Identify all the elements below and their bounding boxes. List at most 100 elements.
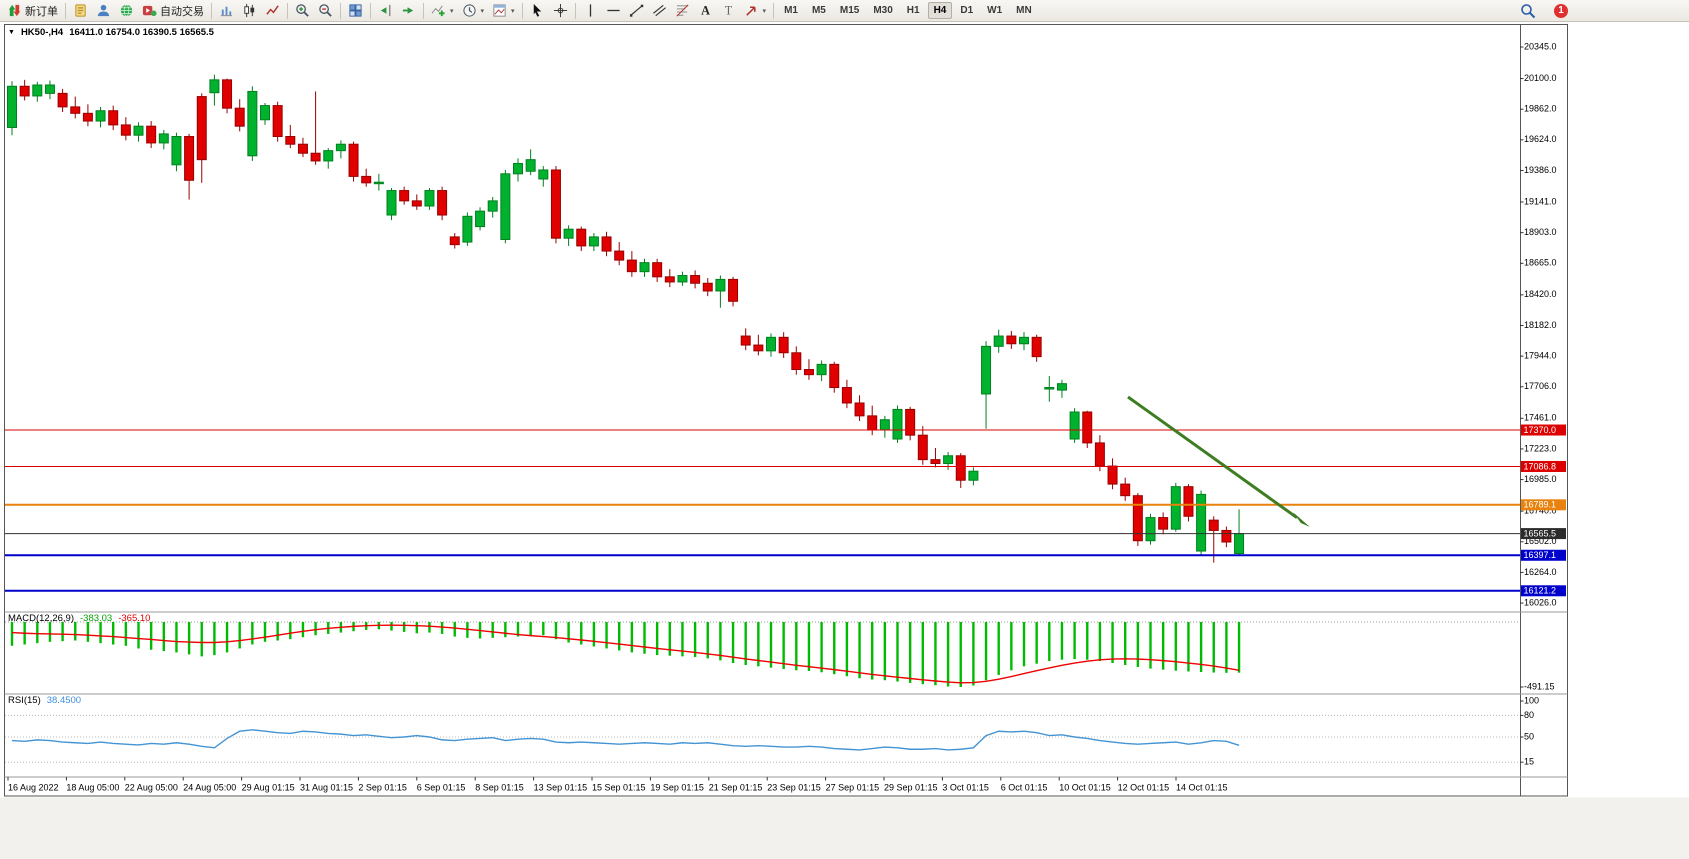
svg-text:18665.0: 18665.0 — [1524, 258, 1557, 268]
timeframe-m1-button[interactable]: M1 — [784, 5, 798, 16]
chevron-down-icon[interactable]: ▾ — [450, 7, 454, 15]
toolbar-separator — [65, 2, 66, 19]
svg-text:23 Sep 01:15: 23 Sep 01:15 — [767, 782, 821, 792]
templates-button[interactable]: ▾ — [488, 0, 519, 21]
time-axis[interactable]: 16 Aug 2022 18 Aug 05:00 22 Aug 05:00 24 Au… — [7, 777, 1228, 792]
svg-text:19386.0: 19386.0 — [1524, 165, 1557, 175]
timeframe-h4-button[interactable]: H4 — [927, 2, 953, 19]
label-button[interactable]: T — [717, 0, 740, 21]
chevron-down-icon[interactable]: ▾ — [480, 7, 485, 15]
periods-button[interactable]: ▾ — [458, 0, 489, 21]
search-button[interactable] — [1516, 0, 1540, 21]
svg-text:17706.0: 17706.0 — [1524, 381, 1557, 391]
horizontal-line-button[interactable] — [602, 0, 625, 21]
text-button[interactable]: A — [694, 0, 717, 21]
autotrading-icon — [142, 3, 157, 18]
svg-text:16397.1: 16397.1 — [1524, 550, 1557, 560]
timeframe-m30-button[interactable]: M30 — [873, 5, 893, 16]
toolbar-separator — [521, 2, 523, 19]
cursor-icon — [530, 3, 545, 18]
arrows-button[interactable]: ▾ — [740, 0, 771, 21]
timeframe-m5-button[interactable]: M5 — [811, 5, 826, 16]
tile-windows-icon — [348, 3, 363, 18]
add-indicator-icon — [431, 3, 446, 18]
fibonacci-icon — [675, 3, 690, 18]
new-order-icon — [7, 3, 22, 18]
text-icon: A — [698, 3, 713, 18]
toolbar-separator — [287, 2, 288, 19]
bar-chart-button[interactable] — [215, 0, 238, 21]
svg-text:20345.0: 20345.0 — [1524, 41, 1557, 51]
chevron-down-icon[interactable]: ▾ — [762, 7, 767, 15]
tile-windows-button[interactable] — [344, 0, 367, 21]
chart-shift-button[interactable] — [374, 0, 397, 21]
window-bottom-margin — [0, 797, 1689, 859]
clock-icon — [462, 3, 477, 18]
toolbar-separator — [340, 2, 341, 19]
timeframe-h1-button[interactable]: H1 — [906, 5, 920, 16]
zoom-out-button[interactable] — [314, 0, 337, 21]
crosshair-button[interactable] — [549, 0, 572, 21]
svg-text:21 Sep 01:15: 21 Sep 01:15 — [709, 782, 763, 792]
zoom-in-button[interactable] — [291, 0, 314, 21]
horizontal-lines[interactable]: 17370.0 17086.8 16789.1 16397.1 16121.2 16565… — [5, 424, 1566, 597]
macd-name: MACD(12,26,9) — [8, 613, 74, 624]
svg-text:17461.0: 17461.0 — [1524, 413, 1557, 423]
crosshair-icon — [553, 3, 568, 18]
community-button[interactable] — [115, 0, 138, 21]
line-chart-icon — [265, 3, 280, 18]
svg-text:17370.0: 17370.0 — [1524, 425, 1557, 435]
svg-text:27 Sep 01:15: 27 Sep 01:15 — [826, 782, 880, 792]
chevron-down-icon[interactable]: ▾ — [511, 7, 515, 15]
rsi-value: 38.4500 — [46, 695, 82, 706]
new-order-button[interactable]: 新订单 — [3, 0, 62, 21]
timeframe-d1-button[interactable]: D1 — [960, 5, 974, 16]
timeframe-mn-button[interactable]: MN — [1016, 5, 1032, 16]
timeframe-w1-button[interactable]: W1 — [987, 5, 1003, 16]
svg-text:10 Oct 01:15: 10 Oct 01:15 — [1059, 782, 1111, 792]
svg-text:29 Sep 01:15: 29 Sep 01:15 — [884, 782, 938, 792]
macd-pane: -491.15 — [5, 621, 1555, 691]
svg-text:6 Sep 01:15: 6 Sep 01:15 — [417, 782, 466, 792]
svg-text:16121.2: 16121.2 — [1524, 586, 1557, 596]
auto-scroll-button[interactable] — [397, 0, 420, 21]
channel-icon — [652, 3, 667, 18]
rsi-name: RSI(15) — [8, 695, 41, 706]
profile-button[interactable] — [92, 0, 115, 21]
trend-arrow[interactable] — [1127, 395, 1310, 527]
fibonacci-button[interactable] — [671, 0, 694, 21]
chart-shift-icon — [378, 3, 393, 18]
channel-button[interactable] — [648, 0, 671, 21]
metaeditor-button[interactable] — [69, 0, 92, 21]
collapse-icon[interactable]: ▼ — [8, 29, 15, 36]
vertical-line-button[interactable] — [579, 0, 602, 21]
new-order-button-label: 新订单 — [25, 5, 58, 18]
toolbar-separator — [773, 2, 775, 19]
svg-text:19624.0: 19624.0 — [1524, 134, 1557, 144]
candlestick-chart-button[interactable] — [238, 0, 261, 21]
svg-text:18420.0: 18420.0 — [1524, 289, 1557, 299]
svg-text:A: A — [701, 4, 710, 18]
svg-text:18182.0: 18182.0 — [1524, 320, 1557, 330]
cursor-button[interactable] — [526, 0, 549, 21]
svg-text:16026.0: 16026.0 — [1524, 597, 1557, 607]
vertical-line-icon — [583, 3, 598, 18]
svg-text:16 Aug 2022: 16 Aug 2022 — [8, 782, 59, 792]
chart-title: ▼ HK50-,H4 16411.0 16754.0 16390.5 16565… — [8, 27, 214, 38]
notification-badge[interactable]: 1 — [1554, 3, 1568, 18]
line-chart-button[interactable] — [261, 0, 284, 21]
svg-text:8 Sep 01:15: 8 Sep 01:15 — [475, 782, 524, 792]
template-icon — [492, 3, 507, 18]
chart-canvas[interactable]: 20345.0 20100.0 19862.0 19624.0 19386.0 19141… — [0, 22, 1689, 859]
svg-text:17086.8: 17086.8 — [1524, 461, 1557, 471]
add-indicator-button[interactable]: ▾ — [427, 0, 458, 21]
svg-text:80: 80 — [1524, 710, 1534, 720]
trendline-button[interactable] — [625, 0, 648, 21]
svg-text:22 Aug 05:00: 22 Aug 05:00 — [125, 782, 178, 792]
timeframe-m15-button[interactable]: M15 — [839, 5, 860, 16]
autotrading-button[interactable]: 自动交易 — [138, 0, 208, 21]
toolbar-separator — [370, 2, 371, 19]
price-axis[interactable]: 20345.0 20100.0 19862.0 19624.0 19386.0 19141… — [1520, 41, 1557, 607]
candles[interactable] — [7, 74, 1245, 563]
auto-scroll-icon — [401, 3, 416, 18]
